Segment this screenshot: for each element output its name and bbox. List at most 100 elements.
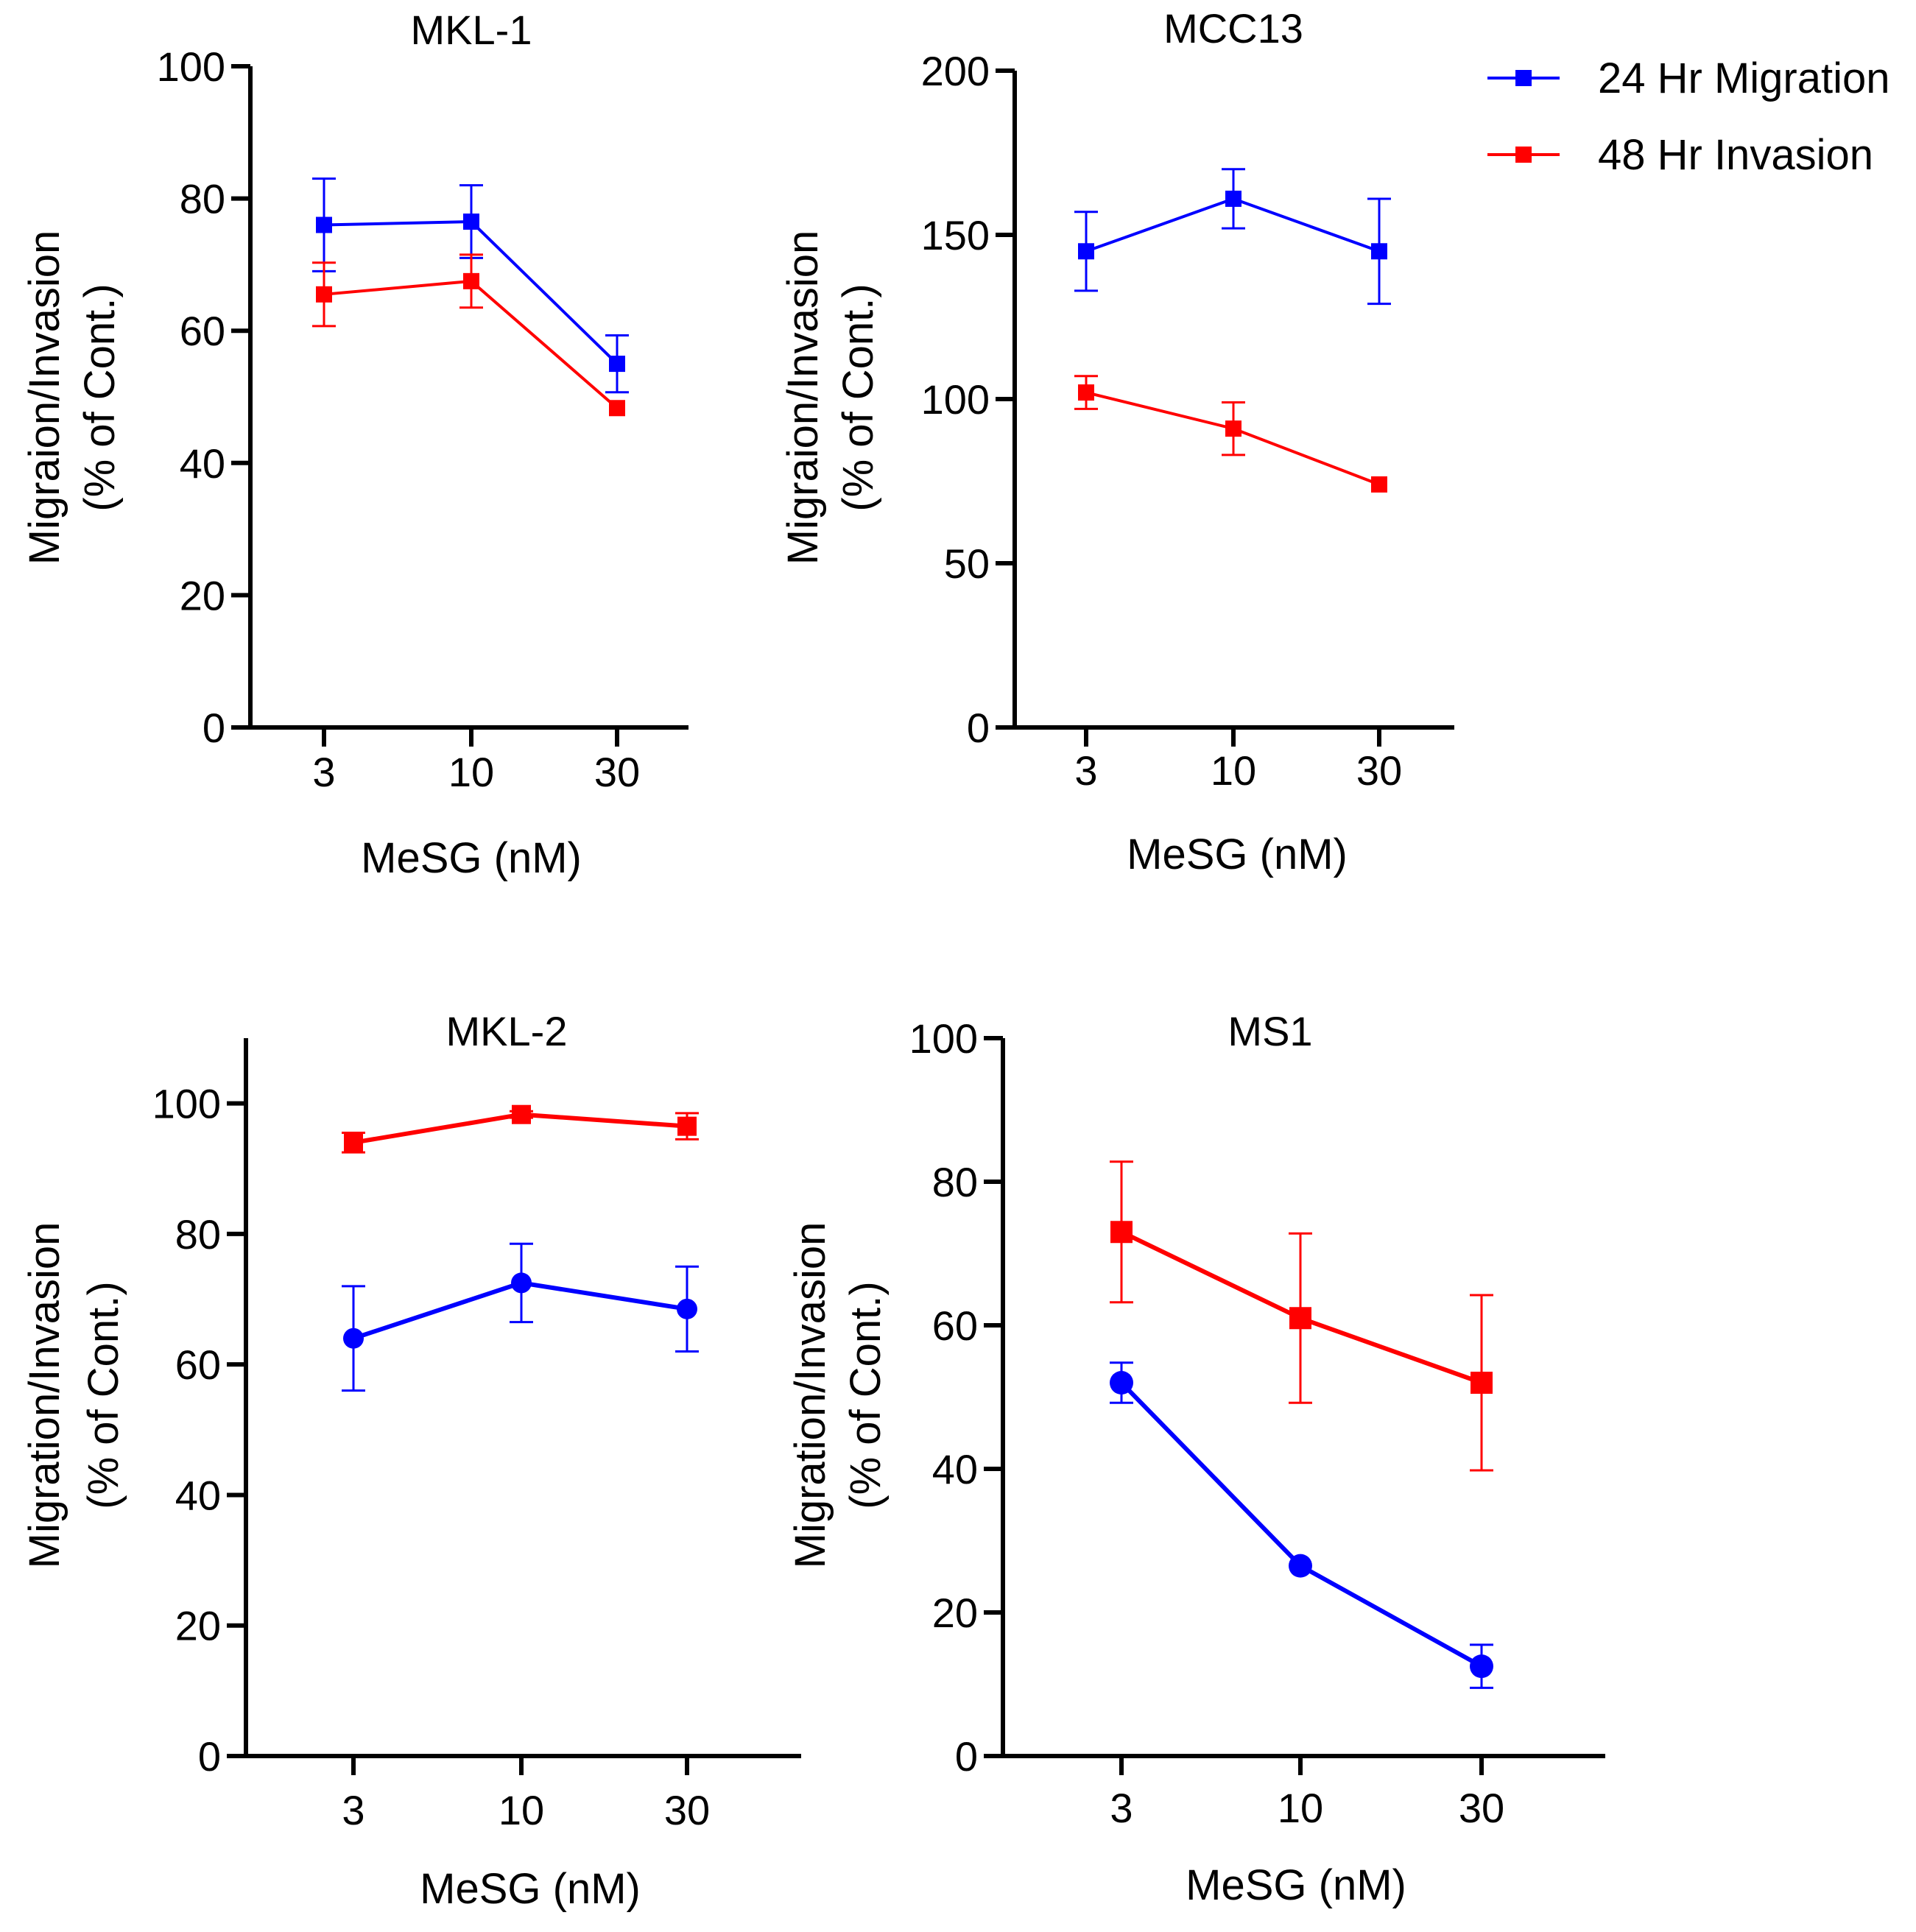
- data-point: [1470, 1654, 1493, 1679]
- series-48-hr-invasion: [342, 1104, 699, 1154]
- data-point: [1110, 1371, 1133, 1395]
- y-axis-label: Migration/Invasion (% of Cont.): [786, 1222, 890, 1569]
- data-point: [511, 1272, 532, 1294]
- y-tick-label: 0: [202, 705, 225, 751]
- data-point: [1110, 1221, 1133, 1244]
- x-tick-label: 30: [1459, 1785, 1504, 1831]
- data-point: [316, 216, 332, 233]
- data-point: [609, 356, 625, 373]
- y-axis-label-line: Migration/Invasion: [21, 1222, 68, 1569]
- legend-item: 24 Hr Migration: [1487, 54, 1889, 102]
- x-axis-label: MeSG (nM): [420, 1865, 641, 1913]
- legend-marker: [1515, 70, 1532, 86]
- series-24-hr-migration: [1110, 1361, 1493, 1689]
- y-tick-label: 40: [180, 440, 225, 487]
- y-tick-label: 0: [967, 705, 990, 751]
- x-axis-label: MeSG (nM): [1186, 1861, 1406, 1909]
- data-point: [344, 1132, 363, 1152]
- y-tick-label: 100: [921, 376, 990, 423]
- legend-label: 24 Hr Migration: [1598, 54, 1889, 102]
- y-axis-label-line: (% of Cont.): [834, 283, 882, 511]
- y-tick-label: 80: [180, 176, 225, 222]
- x-tick-label: 10: [1278, 1785, 1323, 1831]
- x-tick-label: 3: [1110, 1785, 1133, 1831]
- x-tick-label: 30: [664, 1787, 710, 1833]
- series-24-hr-migration: [312, 177, 629, 394]
- data-point: [1078, 243, 1094, 260]
- data-point: [1471, 1372, 1493, 1394]
- x-tick-label: 3: [312, 749, 335, 795]
- chart-title: MCC13: [1163, 5, 1303, 52]
- y-tick-label: 40: [175, 1472, 221, 1518]
- x-tick-label: 3: [342, 1787, 364, 1833]
- series-48-hr-invasion: [312, 253, 625, 417]
- y-tick-label: 20: [175, 1603, 221, 1649]
- x-tick-label: 10: [448, 749, 494, 795]
- x-tick-label: 10: [499, 1787, 544, 1833]
- series-line: [1119, 1381, 1483, 1668]
- y-axis-label-line: Migration/Invasion: [786, 1222, 834, 1569]
- legend: 24 Hr Migration 48 Hr Invasion: [1487, 54, 1889, 179]
- data-point: [1371, 476, 1387, 493]
- y-tick-label: 20: [932, 1590, 978, 1636]
- panel-mkl-1: MKL-1 0 20 40 60 80 100 3 10 30 MeSG (nM) Migraion/…: [21, 7, 688, 882]
- y-tick-label: 80: [932, 1159, 978, 1205]
- chart-title: MS1: [1228, 1008, 1312, 1054]
- data-point: [1225, 190, 1241, 207]
- y-tick-label: 60: [180, 308, 225, 354]
- data-point: [677, 1298, 697, 1319]
- data-point: [463, 272, 479, 289]
- x-tick-label: 10: [1211, 747, 1256, 794]
- y-axis-label: Migraion/Invasion (% of Cont.): [779, 230, 882, 565]
- x-axis-label: MeSG (nM): [361, 834, 582, 882]
- y-axis-label-line: (% of Cont.): [842, 1281, 890, 1509]
- y-tick-label: 60: [175, 1342, 221, 1388]
- y-tick-label: 60: [932, 1302, 978, 1349]
- y-tick-label: 100: [909, 1015, 978, 1062]
- y-tick-label: 200: [921, 48, 990, 94]
- y-axis-label-line: Migraion/Invasion: [21, 230, 68, 565]
- y-axis-label: Migration/Invasion (% of Cont.): [21, 1222, 127, 1569]
- data-point: [1225, 420, 1241, 437]
- legend-label: 48 Hr Invasion: [1598, 131, 1873, 179]
- data-point: [677, 1116, 697, 1136]
- y-axis-label-line: Migraion/Invasion: [779, 230, 827, 565]
- data-point: [512, 1104, 531, 1124]
- data-point: [1289, 1307, 1311, 1330]
- y-axis-label-line: (% of Cont.): [80, 1281, 127, 1509]
- data-point: [463, 214, 479, 230]
- data-point: [1371, 243, 1387, 260]
- series-24-hr-migration: [342, 1242, 699, 1392]
- x-tick-label: 3: [1074, 747, 1097, 794]
- y-axis-label-line: (% of Cont.): [76, 283, 124, 511]
- data-point: [1078, 384, 1094, 401]
- data-point: [609, 400, 625, 417]
- y-tick-label: 50: [944, 540, 990, 587]
- x-tick-label: 30: [1356, 747, 1402, 794]
- legend-marker: [1515, 147, 1532, 163]
- y-tick-label: 100: [157, 43, 225, 90]
- y-tick-label: 40: [932, 1446, 978, 1492]
- legend-item: 48 Hr Invasion: [1487, 131, 1873, 179]
- series-48-hr-invasion: [1110, 1160, 1493, 1472]
- series-48-hr-invasion: [1074, 375, 1387, 493]
- y-tick-label: 0: [198, 1733, 221, 1780]
- chart-title: MKL-1: [411, 7, 532, 53]
- panel-ms1: MS1 0 20 40 60 80 100 3 10 30 MeSG (nM) Migration/I…: [786, 1008, 1605, 1909]
- series-24-hr-migration: [1074, 168, 1391, 306]
- x-tick-label: 30: [594, 749, 640, 795]
- panel-mkl-2: MKL-2 0 20 40 60 80 100 3 10 30 MeSG (nM) Migration…: [21, 1008, 801, 1913]
- data-point: [1289, 1554, 1312, 1578]
- y-tick-label: 100: [152, 1081, 221, 1127]
- data-point: [343, 1328, 364, 1349]
- y-tick-label: 80: [175, 1211, 221, 1258]
- x-axis-label: MeSG (nM): [1127, 831, 1348, 878]
- data-point: [316, 286, 332, 303]
- chart-title: MKL-2: [446, 1008, 568, 1054]
- y-tick-label: 0: [955, 1733, 978, 1780]
- y-axis-label: Migraion/Invasion (% of Cont.): [21, 230, 124, 565]
- y-tick-label: 20: [180, 572, 225, 618]
- y-tick-label: 150: [921, 212, 990, 258]
